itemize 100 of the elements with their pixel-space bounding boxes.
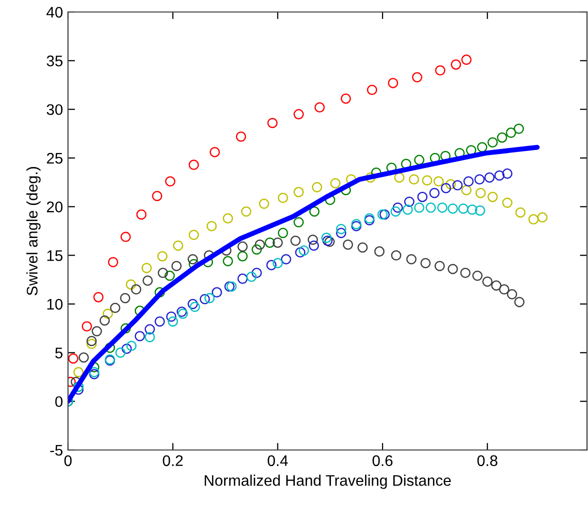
point — [73, 366, 84, 378]
point — [434, 260, 445, 272]
point — [440, 183, 452, 194]
point — [450, 59, 462, 70]
point — [115, 348, 126, 358]
point — [528, 214, 539, 224]
point — [448, 203, 458, 214]
point — [494, 170, 505, 181]
x-tick-label: 0.2 — [162, 455, 183, 466]
point — [484, 172, 495, 183]
point — [157, 251, 168, 262]
point — [482, 276, 493, 287]
point — [295, 247, 306, 258]
point — [290, 236, 301, 246]
point — [412, 72, 422, 82]
point — [435, 65, 446, 76]
y-tick-label: 5 — [55, 348, 62, 358]
x-tick-label: 0.8 — [477, 455, 498, 466]
point — [452, 180, 463, 190]
point — [152, 190, 162, 202]
point — [266, 260, 277, 270]
point — [278, 228, 288, 238]
point — [417, 192, 428, 202]
point — [448, 264, 458, 274]
point — [499, 284, 510, 295]
point — [164, 270, 175, 281]
point — [388, 78, 398, 88]
x-tick-label: 0.4 — [268, 455, 288, 466]
point — [120, 293, 130, 304]
point — [491, 280, 502, 291]
point — [204, 293, 215, 304]
point — [475, 188, 486, 198]
point — [108, 257, 118, 268]
point — [236, 131, 246, 142]
point — [414, 202, 424, 213]
point — [390, 206, 401, 217]
y-tick-label: 0 — [55, 396, 63, 408]
point — [380, 209, 390, 220]
point — [200, 294, 210, 304]
point — [237, 251, 248, 262]
point — [264, 238, 275, 248]
point — [377, 209, 388, 220]
point — [474, 205, 486, 216]
point — [336, 228, 346, 238]
point — [537, 212, 548, 223]
y-tick-label: 25 — [46, 152, 62, 164]
y-tick-label: 35 — [46, 56, 62, 66]
point — [514, 296, 525, 308]
point — [252, 268, 262, 278]
point — [314, 102, 325, 113]
point — [506, 128, 516, 138]
point — [134, 330, 145, 342]
point — [241, 206, 252, 217]
point — [120, 232, 131, 242]
point — [82, 321, 92, 332]
point — [461, 54, 472, 65]
point — [278, 192, 288, 204]
point — [467, 204, 478, 215]
point — [394, 172, 404, 183]
point — [252, 244, 262, 255]
point — [357, 242, 368, 253]
point — [502, 198, 512, 208]
point — [426, 202, 436, 213]
point — [188, 160, 199, 170]
x-axis-title: Normalized Hand Traveling Distance — [204, 474, 451, 489]
point — [267, 118, 278, 128]
point — [171, 260, 182, 272]
point — [154, 287, 165, 298]
point — [402, 204, 413, 215]
point — [321, 232, 332, 243]
point — [458, 203, 468, 214]
point — [120, 323, 131, 334]
point — [487, 137, 498, 148]
point — [272, 238, 283, 248]
point — [246, 272, 257, 282]
point — [312, 182, 322, 192]
point — [366, 84, 378, 96]
point — [466, 145, 476, 156]
y-tick-label: 15 — [47, 250, 62, 262]
point — [477, 142, 488, 152]
point — [496, 132, 508, 143]
point — [237, 274, 248, 284]
point — [172, 240, 184, 251]
point — [102, 308, 113, 319]
point — [206, 220, 217, 232]
point — [330, 178, 341, 188]
point — [461, 184, 472, 196]
point — [154, 316, 165, 327]
point — [342, 239, 354, 250]
point — [110, 302, 120, 314]
point — [463, 176, 474, 186]
point — [126, 340, 137, 351]
point — [158, 268, 168, 278]
point — [86, 336, 97, 346]
point — [437, 202, 448, 213]
point — [474, 174, 485, 185]
point — [166, 312, 176, 322]
point — [272, 258, 283, 268]
point — [237, 241, 248, 252]
point — [258, 198, 270, 209]
